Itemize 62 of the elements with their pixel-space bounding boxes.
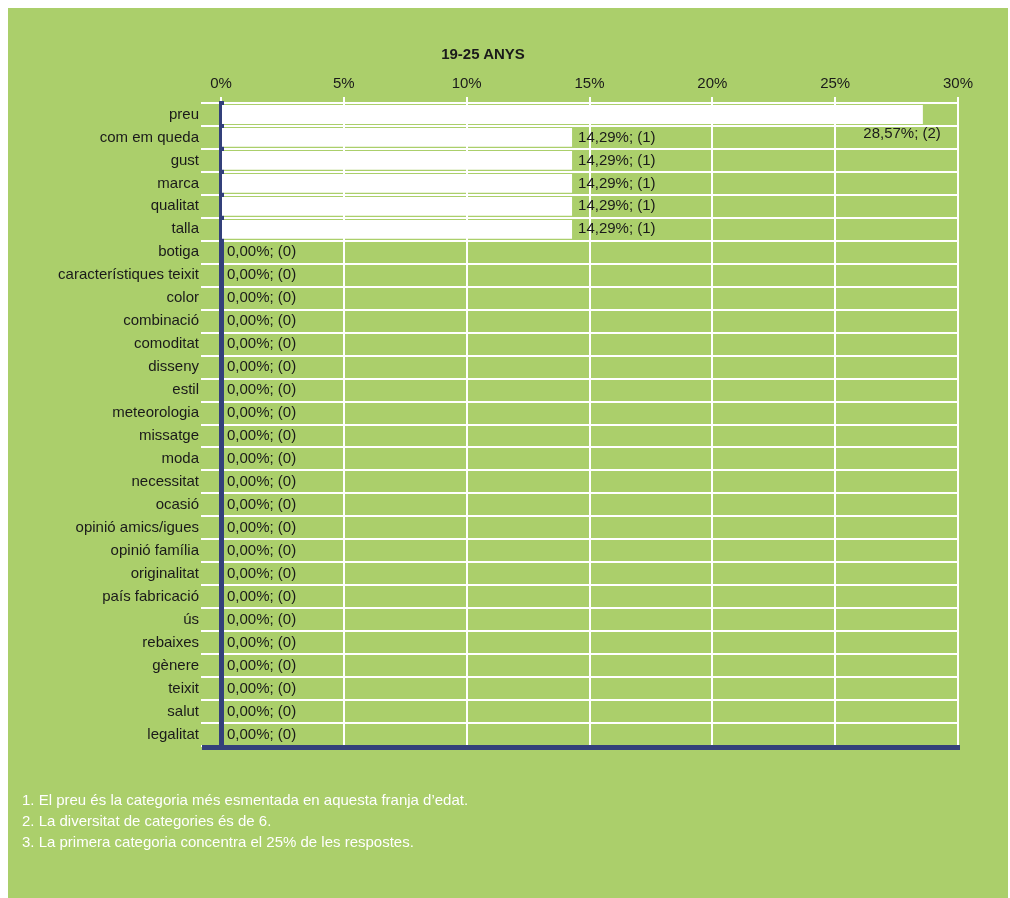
y-tick-label: opinió família bbox=[110, 540, 200, 558]
y-tick-label: opinió amics/igues bbox=[75, 517, 199, 535]
data-label: 0,00%; (0) bbox=[227, 563, 297, 581]
y-tick-label: color bbox=[166, 288, 199, 306]
y-tick-label: moda bbox=[161, 449, 200, 467]
y-tick-label: qualitat bbox=[150, 196, 200, 214]
y-tick-label: país fabricació bbox=[102, 586, 199, 604]
y-tick-label: salut bbox=[167, 701, 200, 719]
data-label: 0,00%; (0) bbox=[227, 678, 297, 696]
data-label: 0,00%; (0) bbox=[227, 517, 297, 535]
y-tick-label: originalitat bbox=[130, 563, 200, 581]
x-tick-label: 15% bbox=[574, 74, 605, 92]
data-label: 0,00%; (0) bbox=[227, 449, 297, 467]
y-tick-label: disseny bbox=[148, 357, 200, 375]
y-tick-label: ocasió bbox=[155, 495, 199, 513]
y-tick-label: missatge bbox=[138, 426, 199, 444]
x-tick-label: 25% bbox=[820, 74, 851, 92]
x-tick-label: 5% bbox=[332, 74, 355, 92]
data-label: 0,00%; (0) bbox=[227, 495, 297, 513]
text: 2. La diversitat de categories és de 6. bbox=[22, 811, 273, 831]
data-label: 0,00%; (0) bbox=[227, 655, 297, 673]
y-tick-label: ús bbox=[183, 609, 199, 627]
data-label: 0,00%; (0) bbox=[227, 357, 297, 375]
text: 3. La primera categoria concentra el 25% de les respostes. bbox=[22, 832, 415, 852]
y-tick-label: estil bbox=[172, 380, 199, 398]
y-tick-label: gènere bbox=[152, 655, 199, 673]
data-label: 0,00%; (0) bbox=[227, 242, 297, 260]
y-tick-label: botiga bbox=[158, 242, 200, 260]
y-tick-label: combinació bbox=[123, 311, 199, 329]
chart-title: 19-25 ANYS bbox=[441, 45, 525, 63]
data-label: 0,00%; (0) bbox=[227, 380, 297, 398]
y-tick-label: talla bbox=[171, 219, 200, 237]
y-tick-label: com em queda bbox=[99, 127, 200, 145]
y-tick-label: característiques teixit bbox=[58, 265, 200, 283]
x-tick-label: 10% bbox=[451, 74, 482, 92]
y-tick-label: gust bbox=[170, 150, 200, 168]
data-label: 0,00%; (0) bbox=[227, 403, 297, 421]
x-tick-label: 20% bbox=[697, 74, 728, 92]
y-tick-label: rebaixes bbox=[142, 632, 199, 650]
y-tick-label: legalitat bbox=[147, 724, 200, 742]
data-label: 0,00%; (0) bbox=[227, 472, 297, 490]
y-tick-label: comoditat bbox=[133, 334, 200, 352]
data-label: 0,00%; (0) bbox=[227, 334, 297, 352]
data-label: 0,00%; (0) bbox=[227, 426, 297, 444]
data-label: 0,00%; (0) bbox=[227, 609, 297, 627]
data-label: 0,00%; (0) bbox=[227, 632, 297, 650]
data-label: 28,57%; (2) bbox=[863, 123, 941, 141]
data-label: 0,00%; (0) bbox=[227, 701, 297, 719]
y-tick-label: meteorologia bbox=[112, 403, 200, 421]
y-tick-label: marca bbox=[157, 173, 200, 191]
data-label: 0,00%; (0) bbox=[227, 540, 297, 558]
data-label: 0,00%; (0) bbox=[227, 265, 297, 283]
y-tick-label: necessitat bbox=[131, 472, 200, 490]
x-tick-label: 30% bbox=[942, 74, 974, 92]
data-label: 0,00%; (0) bbox=[227, 288, 297, 306]
text: 1. El preu és la categoria més esmentada en aquesta franja d’edat. bbox=[22, 790, 470, 810]
data-label: 0,00%; (0) bbox=[227, 311, 297, 329]
data-label: 0,00%; (0) bbox=[227, 586, 297, 604]
x-tick-label: 0% bbox=[210, 74, 232, 92]
data-label: 0,00%; (0) bbox=[227, 724, 297, 742]
y-tick-label: teixit bbox=[168, 678, 200, 696]
y-tick-label: preu bbox=[168, 104, 199, 122]
